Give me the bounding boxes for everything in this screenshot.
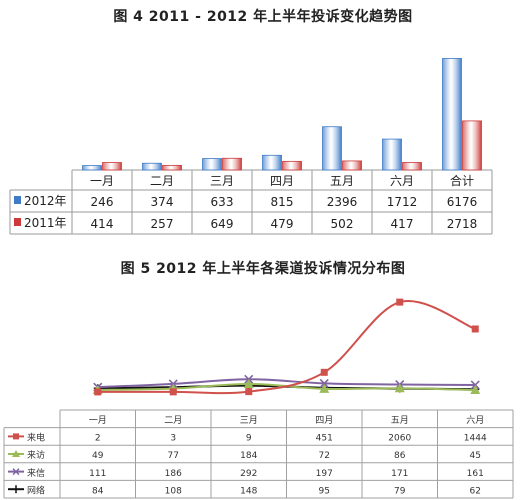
- category-label: 四月: [315, 415, 333, 426]
- table-value: 9: [246, 434, 252, 444]
- table-value: 79: [394, 486, 406, 496]
- chart1-title: 图 4 2011 - 2012 年上半年投诉变化趋势图: [113, 9, 413, 25]
- category-label: 合计: [450, 173, 474, 188]
- category-label: 六月: [466, 414, 484, 426]
- table-value: 649: [211, 217, 234, 231]
- table-value: 3: [170, 434, 176, 444]
- marker-来访-六月: [470, 385, 481, 395]
- bar-2012年-五月: [322, 126, 342, 171]
- bar-2011年-五月: [342, 160, 362, 171]
- bar-2012年-合计: [442, 58, 462, 171]
- marker-来信-四月: [319, 378, 329, 388]
- table-value: 2060: [388, 434, 411, 444]
- table-value: 186: [165, 469, 182, 479]
- table-value: 2718: [447, 217, 478, 231]
- category-label: 五月: [391, 415, 409, 426]
- table-value: 2396: [327, 195, 358, 209]
- table-value: 49: [92, 451, 104, 461]
- table-value: 148: [240, 486, 257, 496]
- bar-2011年-三月: [222, 157, 242, 171]
- bar-2012年-一月: [82, 165, 102, 171]
- bar-chart: 一月 246 414 二月 374 257 三月 633 649 四月 815 479 五月 2396 50…: [9, 58, 493, 235]
- legend-marker-网络: [12, 485, 20, 494]
- table-value: 374: [151, 195, 174, 209]
- legend-label: 来访: [27, 450, 45, 461]
- marker-来访-四月: [319, 383, 330, 393]
- bar-2011年-六月: [402, 162, 422, 171]
- table-value: 72: [319, 451, 330, 461]
- category-label: 三月: [210, 174, 234, 188]
- legend-marker-来信: [12, 468, 20, 476]
- table-value: 84: [92, 486, 104, 496]
- table-value: 184: [240, 451, 257, 461]
- series-line-来电: [97, 299, 476, 395]
- marker-来电-五月: [396, 298, 404, 306]
- table-value: 197: [316, 469, 333, 479]
- category-label: 六月: [390, 174, 414, 188]
- table-value: 111: [89, 469, 106, 479]
- legend-label: 来电: [27, 432, 45, 444]
- bar-2012年-二月: [142, 162, 162, 171]
- category-label: 四月: [270, 174, 294, 188]
- legend-label: 2012年: [24, 194, 67, 208]
- category-label: 三月: [240, 415, 258, 426]
- marker-来电-二月: [169, 388, 177, 396]
- table-value: 417: [391, 217, 414, 231]
- table-value: 292: [240, 469, 257, 479]
- marker-来信-六月: [470, 380, 480, 390]
- legend-label: 网络: [27, 484, 45, 496]
- table-value: 45: [470, 451, 481, 461]
- bar-2011年-四月: [282, 160, 302, 171]
- table-value: 161: [467, 469, 484, 479]
- table-value: 414: [91, 217, 114, 231]
- legend-marker-来电: [13, 433, 19, 440]
- bar-2011年-一月: [102, 162, 122, 171]
- table-value: 62: [470, 486, 481, 496]
- table-value: 108: [165, 486, 182, 496]
- legend-label: 2011年: [24, 216, 67, 230]
- category-label: 一月: [89, 415, 107, 426]
- legend-marker-来访: [12, 450, 20, 457]
- legend-key-2011年: [14, 218, 21, 226]
- legend-label: 来信: [27, 467, 45, 479]
- table-value: 1444: [464, 434, 487, 444]
- table-value: 479: [271, 217, 294, 231]
- bar-2011年-二月: [162, 164, 182, 171]
- table-value: 257: [151, 217, 174, 231]
- table-value: 77: [168, 451, 179, 461]
- legend-key-2012年: [14, 196, 21, 204]
- table-value: 815: [271, 195, 294, 209]
- table-value: 451: [316, 434, 333, 444]
- chart2-title: 图 5 2012 年上半年各渠道投诉情况分布图: [120, 261, 406, 277]
- table-value: 1712: [387, 195, 418, 209]
- category-label: 一月: [90, 174, 114, 188]
- marker-来电-三月: [245, 388, 253, 396]
- marker-来访-三月: [243, 378, 254, 388]
- table-value: 633: [211, 195, 234, 209]
- marker-来访-五月: [394, 383, 405, 393]
- bar-2011年-合计: [462, 120, 482, 171]
- table-value: 246: [91, 195, 114, 209]
- bar-2012年-三月: [202, 158, 222, 171]
- table-value: 171: [391, 469, 408, 479]
- marker-来电-六月: [471, 325, 479, 333]
- table-value: 2: [95, 434, 101, 444]
- table-value: 86: [394, 451, 406, 461]
- bar-2012年-四月: [262, 154, 282, 171]
- category-label: 二月: [150, 174, 174, 188]
- series-line-来信: [97, 378, 476, 389]
- marker-来电-一月: [94, 388, 102, 396]
- bar-2012年-六月: [382, 138, 402, 171]
- marker-来电-四月: [320, 368, 328, 376]
- table-value: 6176: [447, 195, 478, 209]
- category-label: 二月: [164, 415, 182, 426]
- category-label: 五月: [330, 174, 354, 188]
- table-value: 502: [331, 217, 354, 231]
- table-value: 95: [319, 486, 330, 496]
